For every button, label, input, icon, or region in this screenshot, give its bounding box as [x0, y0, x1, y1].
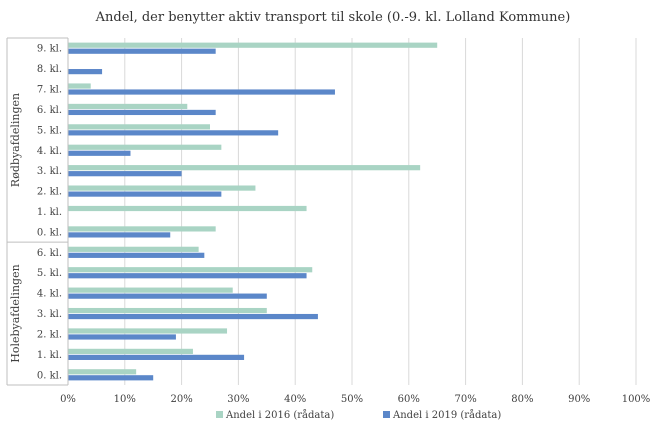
category-label: 8. kl.: [37, 64, 62, 75]
bar-2016: [68, 348, 193, 354]
bar-2019: [68, 89, 335, 95]
bar-2016: [68, 42, 438, 48]
x-tick-label: 20%: [170, 394, 192, 405]
axes: [6, 37, 69, 386]
bar-2016: [68, 267, 313, 273]
bar-2016: [68, 246, 199, 252]
legend-label: Andel i 2016 (rådata): [225, 409, 334, 421]
bar-2019: [68, 171, 182, 177]
bar-2019: [68, 334, 176, 340]
bar-2019: [68, 130, 279, 136]
bar-2019: [68, 232, 171, 238]
category-label: 0. kl.: [37, 227, 62, 238]
x-tick-label: 60%: [398, 394, 420, 405]
bar-2016: [68, 369, 137, 375]
category-label: 5. kl.: [37, 125, 62, 136]
category-label: 6. kl.: [37, 248, 62, 259]
bar-2016: [68, 287, 233, 293]
bar-2016: [68, 144, 222, 150]
category-label: 3. kl.: [37, 309, 62, 320]
category-label: 7. kl.: [37, 85, 62, 96]
bar-2016: [68, 83, 91, 89]
bar-2019: [68, 273, 307, 279]
bar-2016: [68, 185, 256, 191]
category-label: 3. kl.: [37, 166, 62, 177]
category-label: 2. kl.: [37, 187, 62, 198]
bars: [68, 42, 438, 381]
bar-2019: [68, 109, 216, 116]
x-tick-label: 90%: [568, 394, 590, 405]
bar-2016: [68, 205, 307, 212]
bar-2016: [68, 307, 267, 314]
x-tick-label: 40%: [284, 394, 306, 405]
bar-2016: [68, 103, 188, 110]
x-tick-label: 50%: [341, 394, 363, 405]
x-tick-label: 0%: [60, 394, 76, 405]
bar-2016: [68, 165, 421, 171]
bar-2019: [68, 150, 131, 156]
x-tick-label: 30%: [227, 394, 249, 405]
x-tick-label: 100%: [622, 394, 651, 405]
category-label: 4. kl.: [37, 289, 62, 300]
category-label: 0. kl.: [37, 370, 62, 381]
bar-2019: [68, 191, 222, 197]
bar-2019: [68, 354, 245, 360]
x-tick-label: 80%: [511, 394, 533, 405]
bar-2019: [68, 69, 103, 75]
x-tick-label: 70%: [454, 394, 476, 405]
category-label: 1. kl.: [37, 207, 62, 218]
bar-2016: [68, 328, 228, 334]
legend: Andel i 2016 (rådata) Andel i 2019 (rådat…: [216, 409, 501, 421]
bar-2016: [68, 226, 216, 232]
legend-label: Andel i 2019 (rådata): [392, 409, 501, 421]
legend-swatch: [383, 411, 390, 418]
chart-title: Andel, der benytter aktiv transport til …: [95, 10, 571, 25]
category-label: 9. kl.: [37, 44, 62, 55]
bar-2019: [68, 313, 318, 320]
category-label: 5. kl.: [37, 268, 62, 279]
bar-2019: [68, 375, 154, 381]
x-tick-label: 10%: [114, 394, 136, 405]
bar-2019: [68, 293, 267, 299]
group-label: Rødbyafdelingen: [9, 93, 22, 187]
legend-swatch: [216, 411, 223, 418]
bar-2019: [68, 252, 205, 258]
category-label: 4. kl.: [37, 146, 62, 157]
category-label: 6. kl.: [37, 105, 62, 116]
labels: 0% 10% 20% 30% 40% 50% 60% 70% 80% 90% 100% 9. kl. 8…: [9, 44, 650, 405]
category-label: 1. kl.: [37, 350, 62, 361]
category-label: 2. kl.: [37, 329, 62, 340]
bar-2016: [68, 124, 210, 130]
gridlines: [124, 38, 637, 385]
group-label: Holebyafdelingen: [9, 264, 22, 362]
bar-2019: [68, 48, 216, 54]
